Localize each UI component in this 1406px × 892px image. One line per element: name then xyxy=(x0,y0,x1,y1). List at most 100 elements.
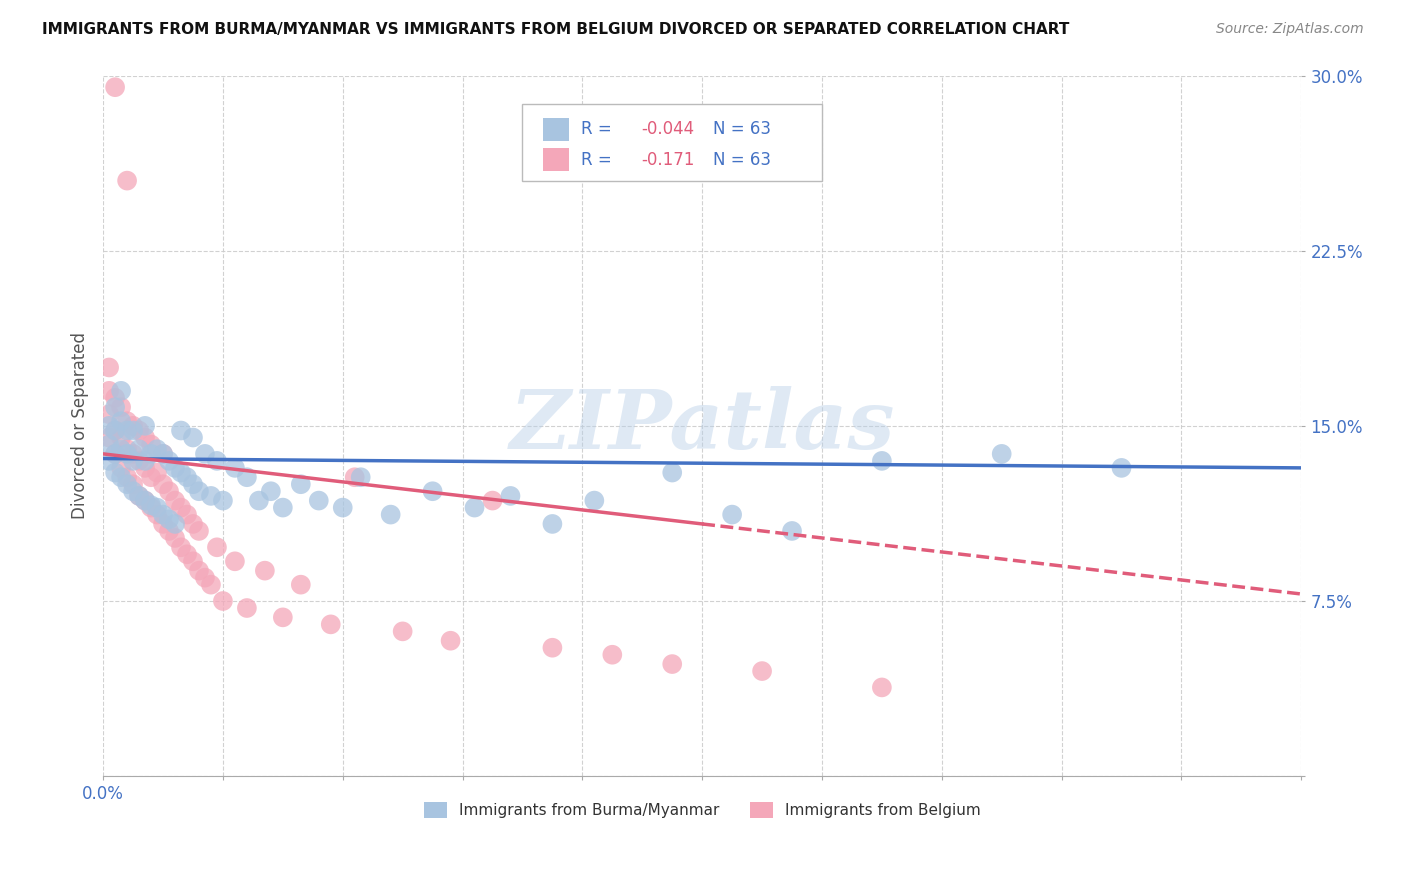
Point xyxy=(110,461,132,475)
Point xyxy=(146,466,169,480)
Point xyxy=(583,493,606,508)
Point xyxy=(134,493,156,508)
Point xyxy=(188,564,211,578)
Text: -0.171: -0.171 xyxy=(641,151,695,169)
Text: IMMIGRANTS FROM BURMA/MYANMAR VS IMMIGRANTS FROM BELGIUM DIVORCED OR SEPARATED C: IMMIGRANTS FROM BURMA/MYANMAR VS IMMIGRA… xyxy=(42,22,1070,37)
Point xyxy=(224,461,246,475)
Point xyxy=(181,430,204,444)
Text: N = 63: N = 63 xyxy=(713,120,770,138)
Point xyxy=(110,442,132,457)
Point xyxy=(163,461,186,475)
Legend: Immigrants from Burma/Myanmar, Immigrants from Belgium: Immigrants from Burma/Myanmar, Immigrant… xyxy=(418,796,987,824)
Point xyxy=(122,454,145,468)
Point xyxy=(260,484,283,499)
Point xyxy=(139,447,162,461)
Point xyxy=(751,664,773,678)
Point xyxy=(247,493,270,508)
Point xyxy=(870,681,893,695)
Point xyxy=(308,493,330,508)
Point xyxy=(721,508,744,522)
Point xyxy=(157,512,180,526)
Point xyxy=(439,633,461,648)
Point xyxy=(157,524,180,538)
Point xyxy=(602,648,624,662)
Point xyxy=(110,430,132,444)
Point xyxy=(661,657,683,671)
Point xyxy=(139,498,162,512)
Point xyxy=(98,418,121,433)
Point xyxy=(224,554,246,568)
Point xyxy=(176,470,198,484)
Point xyxy=(176,547,198,561)
Point xyxy=(253,564,276,578)
Point xyxy=(122,424,145,438)
Point xyxy=(152,477,174,491)
Point xyxy=(104,447,127,461)
Point xyxy=(661,466,683,480)
Point xyxy=(115,470,138,484)
Point xyxy=(134,493,156,508)
Point xyxy=(181,477,204,491)
Point xyxy=(464,500,486,515)
Text: ZIPatlas: ZIPatlas xyxy=(509,386,896,466)
Point xyxy=(163,493,186,508)
Point xyxy=(181,516,204,531)
Point xyxy=(319,617,342,632)
Point xyxy=(236,470,259,484)
Point xyxy=(146,508,169,522)
Point xyxy=(332,500,354,515)
Point xyxy=(170,541,193,555)
Point xyxy=(157,484,180,499)
Point xyxy=(152,516,174,531)
Point xyxy=(170,424,193,438)
Text: Source: ZipAtlas.com: Source: ZipAtlas.com xyxy=(1216,22,1364,37)
Point xyxy=(104,391,127,405)
Point xyxy=(115,447,138,461)
Point xyxy=(115,414,138,428)
Point xyxy=(98,360,121,375)
FancyBboxPatch shape xyxy=(543,119,569,141)
Point xyxy=(205,454,228,468)
Point xyxy=(134,461,156,475)
Point xyxy=(481,493,503,508)
Point xyxy=(139,437,162,451)
Point xyxy=(152,447,174,461)
Point xyxy=(157,454,180,468)
Point xyxy=(122,477,145,491)
Point xyxy=(134,454,156,468)
Point xyxy=(194,571,217,585)
Point xyxy=(870,454,893,468)
Point xyxy=(146,500,169,515)
Point xyxy=(98,430,121,444)
Point xyxy=(110,470,132,484)
Point xyxy=(122,418,145,433)
Point xyxy=(343,470,366,484)
Point xyxy=(212,493,235,508)
Y-axis label: Divorced or Separated: Divorced or Separated xyxy=(72,333,89,519)
Point xyxy=(98,384,121,398)
Point xyxy=(194,447,217,461)
Point xyxy=(290,577,312,591)
Point xyxy=(110,400,132,414)
Point xyxy=(200,577,222,591)
Point xyxy=(391,624,413,639)
Point xyxy=(236,601,259,615)
Point xyxy=(170,466,193,480)
Point xyxy=(271,610,294,624)
Point xyxy=(212,594,235,608)
Point xyxy=(1111,461,1133,475)
Point xyxy=(139,470,162,484)
Point xyxy=(541,516,564,531)
Point xyxy=(152,447,174,461)
Point xyxy=(350,470,373,484)
Point xyxy=(115,442,138,457)
Point xyxy=(188,524,211,538)
Point xyxy=(98,454,121,468)
Point xyxy=(98,407,121,421)
Point xyxy=(170,500,193,515)
Point xyxy=(290,477,312,491)
Text: R =: R = xyxy=(581,120,617,138)
Text: R =: R = xyxy=(581,151,617,169)
Point xyxy=(115,477,138,491)
Point xyxy=(115,424,138,438)
